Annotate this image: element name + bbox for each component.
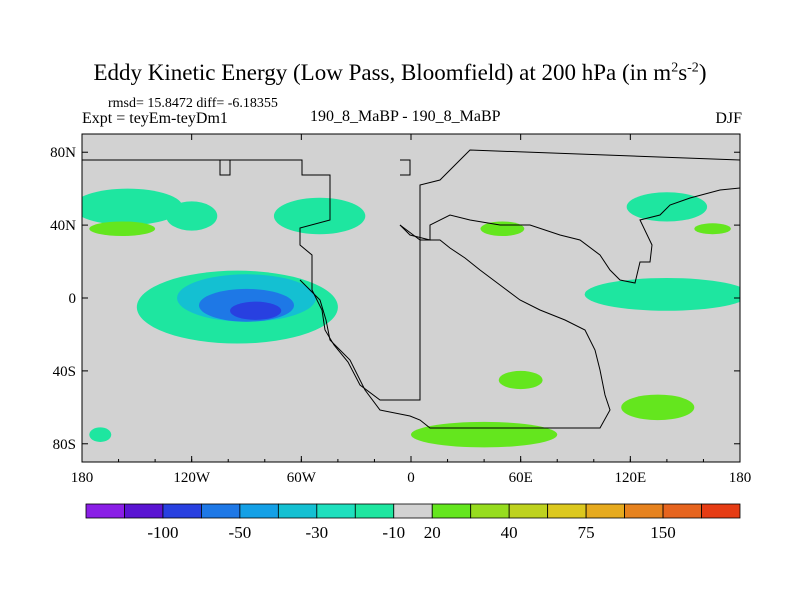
colorbar-swatch	[85, 503, 125, 519]
colorbar-swatch	[124, 503, 164, 519]
x-tick-label: 180	[729, 470, 752, 486]
anomaly-region	[584, 277, 740, 311]
anomaly-region	[411, 421, 558, 448]
x-tick-label: 60W	[287, 470, 317, 486]
colorbar-swatch	[393, 503, 433, 519]
colorbar-swatch	[508, 503, 549, 519]
anomaly-region	[89, 427, 112, 442]
anomaly-region	[480, 221, 525, 237]
season-label: DJF	[715, 110, 742, 127]
x-tick-label: 120W	[173, 470, 211, 486]
north-america-coast	[82, 149, 740, 401]
colorbar-swatch	[547, 503, 587, 519]
island-coast-2	[400, 159, 411, 176]
south-america-coast	[299, 224, 611, 429]
anomaly-region	[273, 197, 366, 235]
anomaly-region	[89, 221, 156, 237]
anomaly-region	[166, 201, 218, 231]
comparison-label: 190_8_MaBP - 190_8_MaBP	[310, 108, 501, 125]
y-tick-label: 80N	[50, 145, 76, 161]
island-coast	[219, 159, 231, 176]
colorbar-label: 20	[424, 523, 441, 542]
experiment-label: Expt = teyEm-teyDm1	[82, 110, 228, 127]
colorbar-swatch	[316, 503, 356, 519]
anomaly-region	[694, 223, 731, 235]
colorbar-label: 40	[501, 523, 518, 542]
anomaly-region	[82, 188, 183, 226]
stats-label: rmsd= 15.8472 diff= -6.18355	[108, 96, 278, 111]
chart-title: Eddy Kinetic Energy (Low Pass, Bloomfiel…	[93, 60, 707, 85]
x-tick-label: 120E	[614, 470, 646, 486]
colorbar-swatch	[201, 503, 241, 519]
africa-eurasia-coast	[399, 187, 740, 284]
colorbar-swatch	[431, 503, 472, 519]
colorbar-swatch	[470, 503, 510, 519]
colorbar-label: 150	[650, 523, 676, 542]
colorbar-label: 75	[578, 523, 595, 542]
y-tick-label: 40S	[53, 364, 76, 380]
y-tick-label: 0	[69, 291, 77, 307]
x-tick-label: 180	[71, 470, 94, 486]
y-tick-label: 40N	[50, 218, 76, 234]
colorbar-swatch	[662, 503, 702, 519]
x-tick-label: 60E	[509, 470, 533, 486]
anomaly-region	[230, 301, 282, 320]
anomaly-region	[626, 192, 708, 222]
colorbar-swatch	[239, 503, 279, 519]
colorbar-label: -100	[147, 523, 178, 542]
colorbar-label: -30	[305, 523, 328, 542]
anomaly-region	[621, 394, 695, 421]
x-tick-label: 0	[407, 470, 415, 486]
colorbar-swatch	[162, 503, 202, 519]
colorbar-label: -10	[382, 523, 405, 542]
colorbar-swatch	[585, 503, 625, 519]
colorbar-swatch	[277, 503, 318, 519]
colorbar-swatch	[354, 503, 395, 519]
anomaly-region	[498, 370, 543, 390]
colorbar-swatch	[624, 503, 664, 519]
colorbar-label: -50	[229, 523, 252, 542]
y-tick-label: 80S	[53, 437, 76, 453]
colorbar-swatch	[701, 503, 741, 519]
